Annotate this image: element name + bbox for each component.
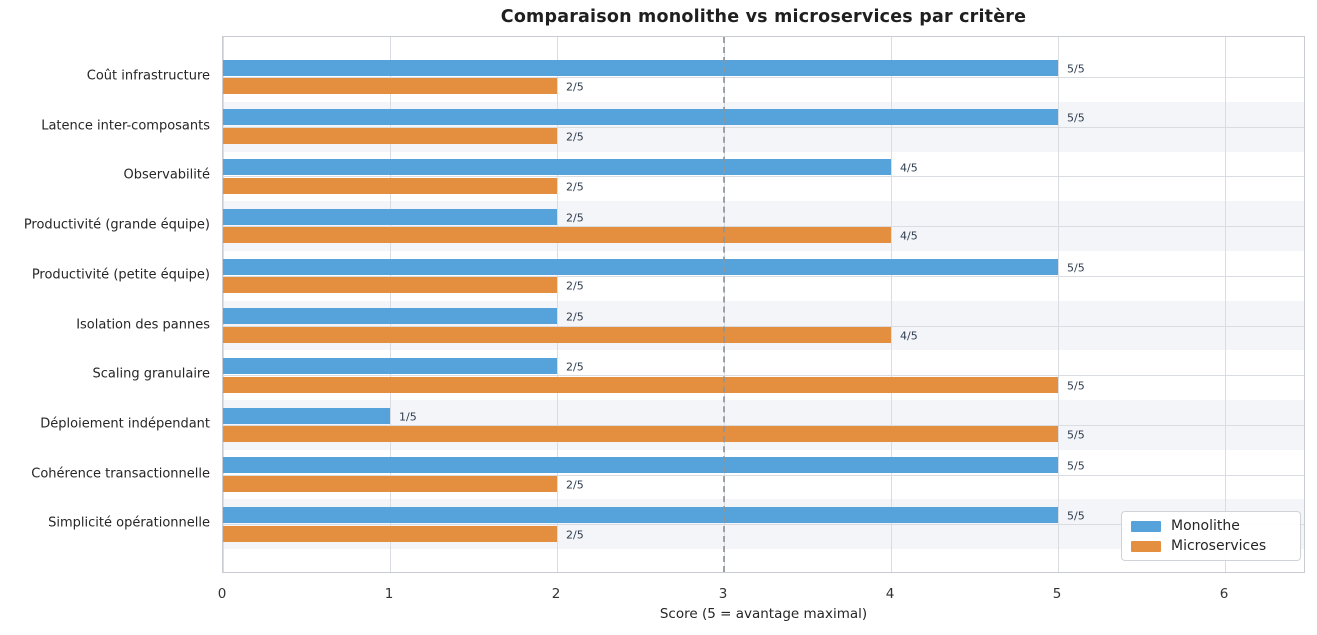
value-label: 2/5	[566, 279, 584, 293]
chart-title: Comparaison monolithe vs microservices p…	[500, 7, 1027, 27]
value-label: 2/5	[566, 80, 584, 94]
value-label: 5/5	[1067, 62, 1085, 76]
bar-monolithe	[223, 457, 1058, 474]
x-tick-label: 3	[718, 586, 728, 602]
x-axis-ticks: 0 1 2 3 4 5 6	[0, 586, 1317, 604]
value-label: 5/5	[1067, 459, 1085, 473]
bar-monolithe	[223, 208, 557, 225]
bar-microservices	[223, 177, 557, 194]
bar-microservices	[223, 475, 557, 492]
bar-microservices	[223, 277, 557, 294]
category-label: Isolation des pannes	[76, 317, 210, 332]
bar-monolithe	[223, 357, 557, 374]
legend-label-monolithe: Monolithe	[1171, 518, 1240, 534]
bar-monolithe	[223, 159, 891, 176]
grid-line-x	[1058, 37, 1059, 572]
category-label: Simplicité opérationnelle	[48, 515, 210, 531]
plot-area: 2/5 2/5 5/5 5/5 4/5 2/5 4/5 2/5 2/5 2/5 5/5 5/5 1/5 2…	[222, 36, 1305, 573]
x-tick-label: 1	[384, 586, 394, 602]
grid-line-x	[390, 37, 391, 572]
bar-microservices	[223, 326, 891, 343]
category-label: Cohérence transactionnelle	[31, 466, 210, 482]
value-label: 2/5	[566, 528, 584, 542]
grid-line-x	[1225, 37, 1226, 572]
bar-monolithe	[223, 59, 1058, 76]
value-label: 4/5	[900, 329, 918, 343]
bar-microservices	[223, 525, 557, 542]
legend-swatch-monolithe	[1131, 520, 1161, 532]
grid-line-y	[223, 226, 1304, 228]
legend-item-microservices: Microservices	[1131, 538, 1291, 554]
grid-line-y	[223, 126, 1304, 128]
category-label: Observabilité	[123, 167, 210, 183]
bar-monolithe	[223, 109, 1058, 126]
bar-monolithe	[223, 507, 1058, 523]
bar-monolithe	[223, 308, 557, 325]
category-label: Productivité (grande équipe)	[23, 217, 210, 233]
category-label: Latence inter-composants	[41, 118, 210, 134]
grid-line-y	[223, 474, 1304, 476]
bar-monolithe	[223, 258, 1058, 275]
reference-line	[723, 37, 725, 572]
value-label: 2/5	[566, 130, 584, 144]
grid-line-y	[223, 275, 1304, 277]
bar-monolithe	[223, 407, 390, 424]
grid-line-y	[223, 176, 1304, 178]
x-tick-label: 4	[885, 586, 895, 602]
bar-microservices	[223, 128, 557, 144]
legend: Monolithe Microservices	[1121, 511, 1301, 561]
grid-line-y	[223, 375, 1304, 377]
category-label: Déploiement indépendant	[40, 416, 210, 432]
category-label: Coût infrastructure	[86, 68, 210, 84]
grid-line-x	[223, 37, 224, 572]
legend-label-microservices: Microservices	[1171, 538, 1267, 554]
legend-item-monolithe: Monolithe	[1131, 518, 1291, 534]
x-tick-label: 2	[551, 586, 561, 602]
y-axis-labels: Coût infrastructure Latence inter-composa…	[0, 36, 210, 573]
value-label: 2/5	[566, 310, 584, 324]
value-label: 5/5	[1067, 428, 1085, 442]
grid-line-x	[557, 37, 558, 572]
value-label: 4/5	[900, 229, 918, 243]
x-tick-label: 6	[1219, 586, 1229, 602]
value-label: 4/5	[900, 161, 918, 175]
value-label: 5/5	[1067, 111, 1085, 125]
value-label: 1/5	[399, 410, 417, 424]
value-label: 5/5	[1067, 261, 1085, 274]
value-label: 2/5	[566, 360, 584, 374]
x-tick-label: 5	[1052, 586, 1062, 602]
grid-line-x	[891, 37, 892, 572]
bar-microservices	[223, 78, 557, 95]
value-label: 2/5	[566, 180, 584, 194]
bar-microservices	[223, 227, 891, 244]
value-label: 5/5	[1067, 509, 1085, 523]
bar-microservices	[223, 376, 1058, 393]
value-label: 2/5	[566, 211, 584, 225]
legend-swatch-microservices	[1131, 540, 1161, 552]
x-axis-label: Score (5 = avantage maximal)	[659, 606, 868, 622]
category-label: Scaling granulaire	[92, 366, 210, 382]
bar-microservices	[223, 426, 1058, 443]
value-label: 5/5	[1067, 379, 1085, 392]
grid-line-y	[223, 424, 1304, 426]
value-label: 2/5	[566, 478, 584, 492]
x-tick-label: 0	[217, 586, 227, 602]
grid-line-y	[223, 325, 1304, 327]
grid-line-y	[223, 524, 1304, 526]
grid-line-y	[223, 77, 1304, 78]
category-label: Productivité (petite équipe)	[31, 267, 210, 283]
